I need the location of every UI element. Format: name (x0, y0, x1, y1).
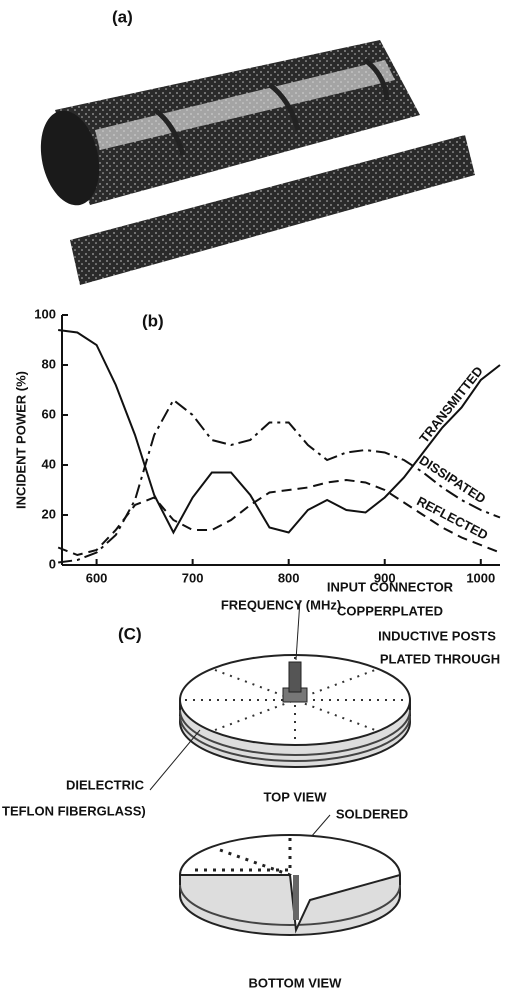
annotation: PLATED THROUGH (380, 651, 500, 666)
x-tick-label: 800 (278, 570, 300, 585)
annotation: BOTTOM VIEW (249, 975, 343, 990)
annotation: TOP VIEW (263, 789, 327, 804)
annotation: SOLDERED (336, 806, 408, 821)
y-tick-label: 80 (42, 356, 56, 371)
line-series (57, 478, 501, 557)
annotation: DIELECTRIC (66, 777, 145, 792)
x-tick-label: 900 (374, 570, 396, 585)
x-tick-label: 700 (182, 570, 204, 585)
chart: (b) FREQUENCY (MHz) INCIDENT POWER (%) 0… (13, 306, 501, 612)
y-tick-label: 0 (49, 556, 56, 571)
y-tick-label: 20 (42, 506, 56, 521)
line-series (58, 329, 501, 535)
annotation: TEFLON FIBERGLASS) (2, 803, 146, 818)
panel-label: (a) (112, 7, 133, 26)
y-axis-label: INCIDENT POWER (%) (13, 371, 28, 509)
annotation: INDUCTIVE POSTS (378, 628, 496, 643)
annotation: COPPERPLATED (337, 603, 443, 618)
y-tick-label: 40 (42, 456, 56, 471)
x-tick-label: 600 (86, 570, 108, 585)
annotation: INPUT CONNECTOR (327, 579, 454, 594)
y-tick-label: 100 (34, 306, 56, 321)
series-label: TRANSMITTED (416, 363, 486, 445)
panel-label: (b) (142, 311, 164, 330)
x-tick-label: 1000 (466, 570, 495, 585)
y-tick-label: 60 (42, 406, 56, 421)
diagram: (C) INPUT CONNECTOR COPPERPLATED INDUCTI… (2, 579, 500, 990)
photo: (a) (40, 7, 475, 285)
x-axis-label: FREQUENCY (MHz) (221, 597, 341, 612)
panel-label: (C) (118, 624, 142, 643)
line-series (58, 398, 501, 564)
